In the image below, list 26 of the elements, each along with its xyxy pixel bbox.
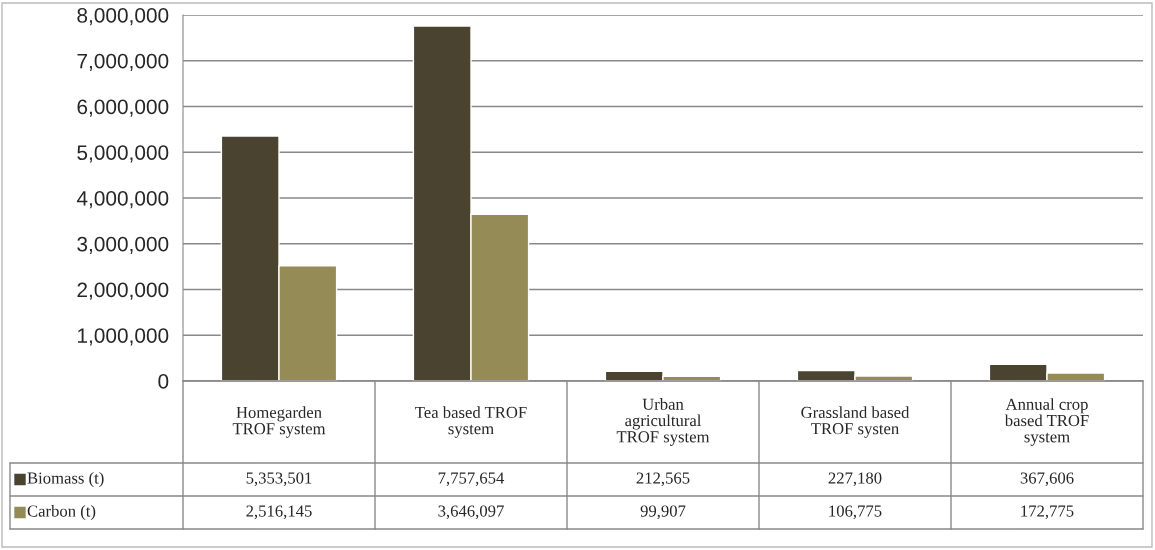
legend-label: Carbon (t): [27, 504, 96, 521]
y-tick-label: 0: [158, 374, 169, 389]
x-tick-label: Grassland based TROF systen: [801, 406, 910, 438]
data-label: 227,180: [828, 472, 882, 487]
x-tick-label: Urban agricultural TROF system: [616, 398, 710, 446]
legend-label: Biomass (t): [27, 471, 104, 488]
data-label: 3,646,097: [438, 505, 504, 520]
y-tick-label: 7,000,000: [77, 53, 169, 71]
data-label: 367,606: [1020, 472, 1074, 487]
x-tick-label: Annual crop based TROF system: [1004, 398, 1089, 446]
y-tick-label: 3,000,000: [77, 236, 169, 254]
y-tick-label: 1,000,000: [78, 328, 169, 346]
y-tick-label: 4,000,000: [76, 191, 169, 209]
y-tick-label: 8,000,000: [77, 8, 169, 26]
data-label: 212,565: [636, 472, 690, 487]
x-tick-label: Tea based TROF system: [415, 406, 527, 438]
y-tick-label: 6,000,000: [77, 99, 169, 117]
data-label: 2,516,145: [246, 505, 312, 520]
x-tick-label: Homegarden TROF system: [232, 406, 326, 438]
y-tick-label: 2,000,000: [77, 282, 169, 300]
y-tick-label: 5,000,000: [77, 145, 169, 163]
data-label: 7,757,654: [438, 472, 505, 487]
data-label: 106,775: [829, 505, 882, 520]
data-label: 99,907: [640, 505, 686, 520]
data-label: 172,775: [1021, 505, 1074, 520]
data-label: 5,353,501: [246, 472, 312, 487]
